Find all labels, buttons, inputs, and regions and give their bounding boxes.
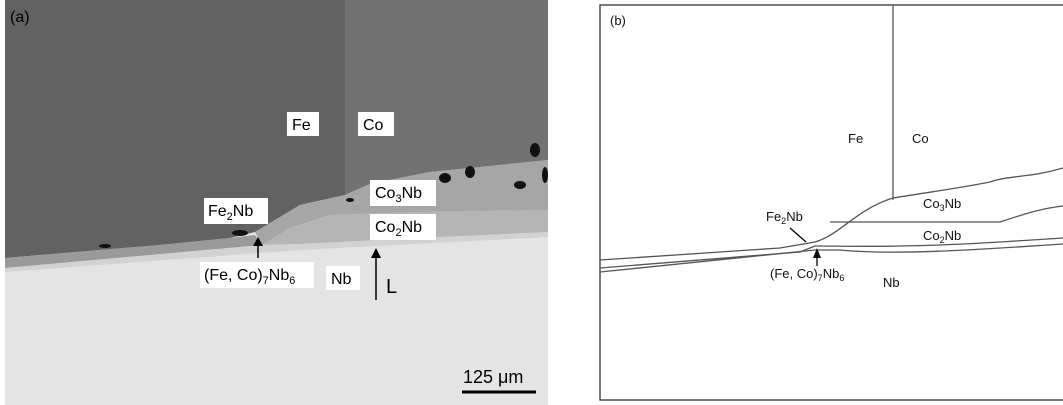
void — [232, 230, 248, 236]
panel-a: (a) Fe Co Co3Nb Co2Nb Fe2Nb (Fe, Co)7Nb6… — [5, 0, 548, 405]
phase-label: Fe — [292, 117, 311, 134]
subscript: 6 — [839, 273, 844, 283]
phase-label: Nb — [331, 271, 352, 288]
panel-label: (b) — [610, 13, 626, 28]
direction-label: L — [386, 276, 397, 298]
phase-label: Nb — [883, 275, 900, 290]
text: Co — [375, 185, 396, 202]
text: (Fe, Co) — [204, 267, 263, 284]
text: Nb — [269, 267, 290, 284]
text: Co — [375, 219, 396, 236]
void — [346, 198, 354, 202]
void — [439, 173, 451, 183]
text: Co — [923, 196, 940, 211]
text: Nb — [233, 203, 254, 220]
frame — [600, 5, 1063, 400]
panel-b: (b) Fe Co Co3Nb Co2Nb Fe2Nb (Fe, Co)7Nb6… — [600, 5, 1063, 400]
void — [542, 167, 548, 183]
void — [465, 166, 475, 178]
phase-label: Co — [912, 131, 929, 146]
void — [530, 143, 540, 157]
subscript: 6 — [289, 275, 295, 287]
text: Fe — [766, 209, 781, 224]
text: Nb — [786, 209, 803, 224]
text: Nb — [402, 185, 423, 202]
phase-label: (Fe, Co)7Nb6 — [770, 266, 844, 283]
figure: (a) Fe Co Co3Nb Co2Nb Fe2Nb (Fe, Co)7Nb6… — [0, 0, 1063, 405]
text: Nb — [945, 196, 962, 211]
text: Nb — [402, 219, 423, 236]
scale-label: 125 μm — [463, 367, 523, 387]
text: Fe — [208, 203, 227, 220]
panel-label: (a) — [10, 9, 30, 26]
text: (Fe, Co) — [770, 266, 818, 281]
void — [514, 181, 526, 189]
text: Nb — [945, 228, 962, 243]
phase-label: Fe — [848, 131, 863, 146]
phase-label: Co — [363, 117, 384, 134]
text: Co — [923, 228, 940, 243]
void — [99, 244, 111, 248]
text: Nb — [823, 266, 840, 281]
